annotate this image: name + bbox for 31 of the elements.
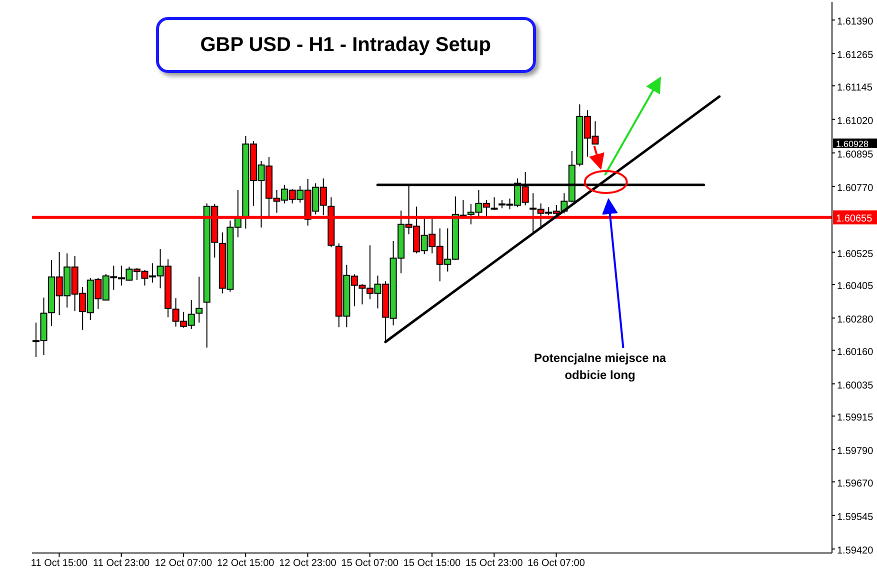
y-tick-label: 1.60035 — [837, 380, 874, 392]
candlestick — [490, 196, 498, 211]
y-tick-label: 1.61390 — [837, 16, 874, 28]
y-tick-label: 1.60160 — [837, 346, 874, 358]
y-tick-label: 1.60895 — [837, 149, 874, 160]
y-tick-label: 1.59420 — [837, 546, 874, 557]
text: 1.60928 — [836, 139, 869, 150]
y-tick-label: 1.59670 — [837, 478, 874, 490]
x-tick-label: 11 Oct 15:00 — [30, 558, 88, 570]
x-tick-label: 12 Oct 23:00 — [279, 558, 337, 570]
text: GBP USD - H1 - Intraday Setup — [200, 34, 491, 56]
y-tick-label: 1.60525 — [837, 248, 874, 260]
x-tick-label: 12 Oct 07:00 — [154, 558, 213, 570]
y-tick-label: 1.59545 — [837, 512, 874, 523]
y-tick-label: 1.61265 — [837, 50, 874, 62]
y-tick-label: 1.59915 — [837, 412, 874, 424]
x-tick-label: 15 Oct 07:00 — [341, 558, 399, 570]
y-tick-label: 1.60280 — [837, 314, 874, 326]
y-tick-label: 1.60405 — [837, 281, 874, 292]
y-tick-label: 1.61020 — [837, 116, 874, 127]
y-tick-label: 1.60770 — [837, 183, 874, 194]
x-tick-label: 11 Oct 23:00 — [93, 558, 150, 570]
y-tick-label: 1.61145 — [837, 82, 873, 94]
x-tick-label: 15 Oct 23:00 — [466, 558, 524, 570]
x-tick-label: 15 Oct 15:00 — [403, 558, 462, 570]
candlestick — [196, 276, 203, 324]
x-tick-label: 16 Oct 07:00 — [528, 558, 586, 570]
ref-line-label: 1.60655 — [836, 213, 873, 224]
y-tick-label: 1.59790 — [837, 446, 874, 458]
x-tick-label: 12 Oct 15:00 — [216, 558, 275, 570]
annotation: Potencjalne miejsce na odbicie long — [533, 350, 668, 384]
